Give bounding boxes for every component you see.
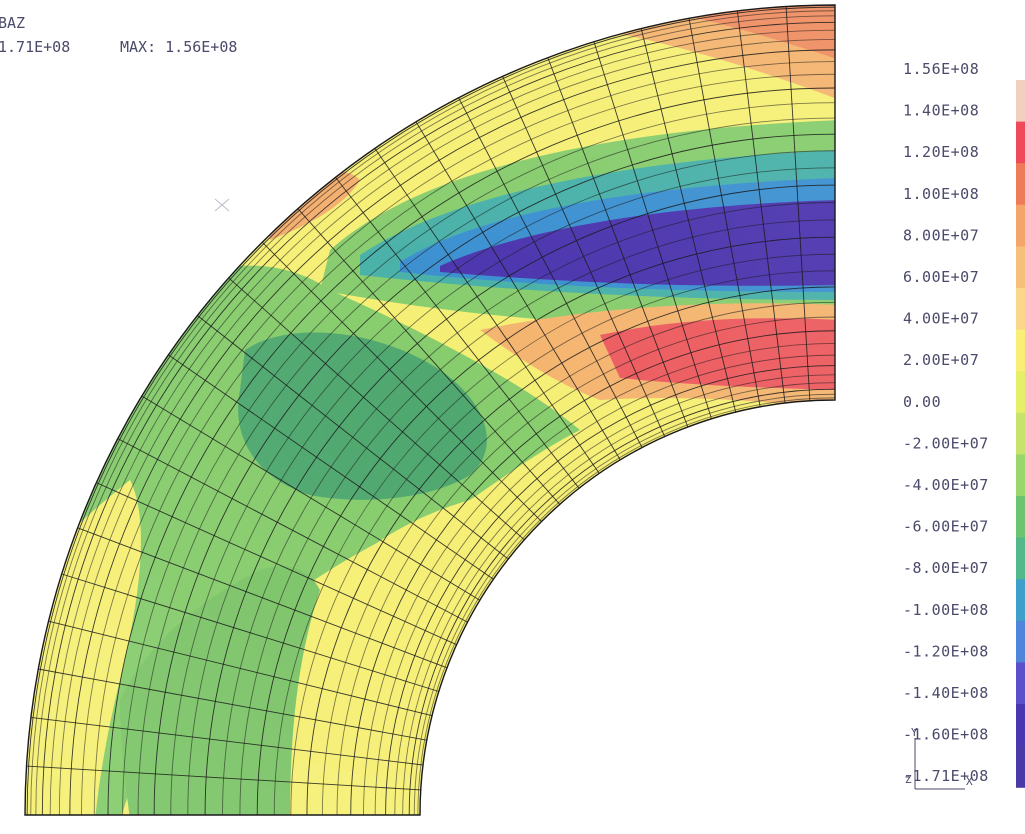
- triad-x-label: X: [966, 775, 973, 788]
- legend-swatch: [1016, 537, 1025, 580]
- legend-swatch: [1016, 246, 1025, 289]
- legend-swatch: [1016, 163, 1025, 206]
- mesh-radial-line: [26, 765, 421, 791]
- legend-tick-label: -4.00E+07: [903, 476, 989, 494]
- legend-swatch: [1016, 121, 1025, 164]
- mesh-radial-line: [688, 18, 761, 407]
- triad-z-label: Z: [905, 773, 912, 786]
- marker-cross-icon: [214, 198, 230, 212]
- legend-swatch: [1016, 412, 1025, 455]
- legend-swatch: [1016, 620, 1025, 663]
- mesh-radial-line: [640, 28, 737, 413]
- legend-swatch: [1016, 329, 1025, 372]
- legend-swatch: [1016, 204, 1025, 247]
- legend-swatch: [1016, 80, 1025, 123]
- mesh-radial-line: [736, 10, 786, 404]
- legend-tick-label: -1.71E+08: [903, 767, 989, 785]
- mesh-radial-line: [547, 57, 689, 428]
- mesh-radial-line: [374, 148, 600, 474]
- legend-swatch: [1016, 662, 1025, 705]
- mesh-radial-line: [261, 241, 542, 522]
- legend-tick-label: 6.00E+07: [903, 268, 979, 286]
- legend-tick-label: -1.60E+08: [903, 726, 989, 744]
- legend-tick-labels: 1.56E+08 1.40E+08 1.20E+08 1.00E+08 8.00E+07…: [903, 60, 989, 785]
- contour-plot: [25, 5, 835, 815]
- max-value-label: MAX: 1.56E+08: [120, 38, 237, 56]
- legend-swatch: [1016, 454, 1025, 497]
- coordinate-triad-icon: [914, 738, 965, 790]
- min-value-label: 1.71E+08: [0, 38, 70, 56]
- legend-tick-label: -8.00E+07: [903, 559, 989, 577]
- mesh-radial-line: [593, 41, 712, 419]
- triad-y-label: Y: [911, 726, 918, 739]
- quantity-label: BAZ: [0, 14, 25, 32]
- legend-tick-label: -1.20E+08: [903, 642, 989, 660]
- mesh-radial-line: [77, 527, 448, 669]
- legend-swatch: [1016, 288, 1025, 331]
- mesh-radial-line: [48, 620, 433, 717]
- mesh-radial-line: [38, 668, 427, 741]
- legend-swatch: [1016, 371, 1025, 414]
- legend-colorbar: [1016, 80, 1025, 788]
- legend-swatch: [1016, 704, 1025, 747]
- mesh-radial-line: [30, 716, 424, 766]
- legend-tick-label: 0.00: [903, 393, 941, 411]
- mesh-radial-line: [785, 6, 811, 401]
- mesh-radial-line: [335, 177, 580, 489]
- legend-tick-label: 2.00E+07: [903, 351, 979, 369]
- model-outline: [24, 4, 836, 816]
- legend-tick-label: 8.00E+07: [903, 226, 979, 244]
- legend-tick-label: -1.40E+08: [903, 684, 989, 702]
- legend-tick-label: 4.00E+07: [903, 310, 979, 328]
- legend-tick-label: 1.20E+08: [903, 143, 979, 161]
- legend-tick-label: -1.00E+08: [903, 601, 989, 619]
- mesh-radial-line: [502, 76, 666, 437]
- mesh-radial-line: [61, 573, 439, 692]
- legend-swatch: [1016, 496, 1025, 539]
- legend-swatch: [1016, 745, 1025, 788]
- legend-tick-label: -6.00E+07: [903, 518, 989, 536]
- mesh-radial-line: [415, 121, 621, 461]
- legend-tick-label: 1.40E+08: [903, 102, 979, 120]
- mesh-radial-line: [228, 277, 525, 541]
- legend-tick-label: 1.56E+08: [903, 60, 979, 78]
- mesh-radial-line: [197, 315, 509, 560]
- mesh-radial-line: [117, 438, 468, 623]
- texture-overlay: [25, 5, 835, 815]
- legend-swatch: [1016, 579, 1025, 622]
- mesh-radial-line: [458, 97, 643, 448]
- mesh-radial-line: [141, 395, 481, 601]
- legend-tick-label: -2.00E+07: [903, 434, 989, 452]
- mesh-radial-line: [96, 482, 457, 646]
- mesh-radial-line: [168, 354, 494, 580]
- mesh-radial-line: [297, 208, 561, 505]
- legend-tick-label: 1.00E+08: [903, 185, 979, 203]
